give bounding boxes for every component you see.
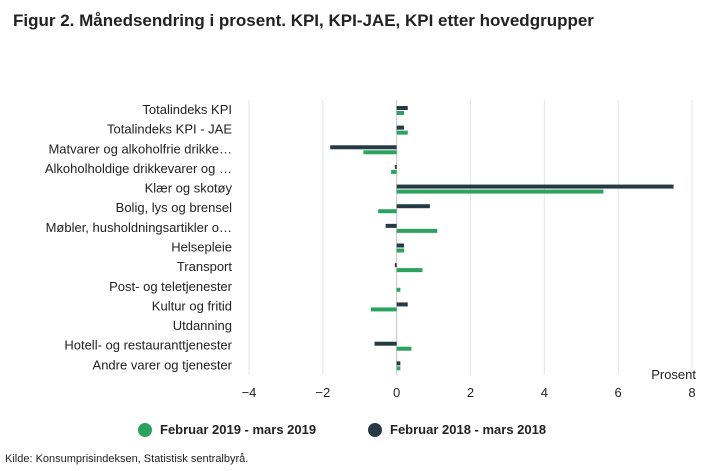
category-label: Helsepleie [171,240,232,255]
legend-swatch-2018 [368,422,382,437]
source-note: Kilde: Konsumprisindeksen, Statistisk se… [5,453,249,465]
bar-2019[interactable] [370,307,397,312]
grid-lines [248,100,693,375]
category-label: Totalindeks KPI - JAE [107,122,232,137]
chart-title: Figur 2. Månedsendring i prosent. KPI, K… [13,11,594,30]
category-label: Klær og skotøy [145,181,233,196]
legend-label-2019: Februar 2019 - mars 2019 [160,422,317,437]
bar-2018[interactable] [396,361,401,366]
bar-2019[interactable] [396,287,401,292]
bar-2019[interactable] [396,111,405,115]
bar-2018[interactable] [385,223,397,228]
bar-chart: Totalindeks KPI Totalindeks KPI - JAE Matv… [45,100,696,400]
bar-2019[interactable] [378,209,397,214]
bar-2018[interactable] [396,243,405,248]
bar-2019[interactable] [396,346,412,351]
bar-2018[interactable] [396,302,408,307]
bar-2019[interactable] [396,228,438,233]
legend-item-2019[interactable]: Februar 2019 - mars 2019 [138,422,316,437]
legend: Februar 2019 - mars 2019 Februar 2018 - … [0,422,706,444]
x-tick-label: 8 [688,385,695,400]
bar-2019[interactable] [396,366,401,371]
bar-2019[interactable] [396,248,405,253]
bar-2018[interactable] [396,204,430,209]
x-tick-label: 6 [615,385,622,400]
bar-2019[interactable] [396,189,604,194]
x-tick-label: −4 [242,385,257,400]
bar-2018[interactable] [330,145,397,150]
x-tick-label: 0 [393,385,400,400]
category-label: Andre varer og tjenester [93,357,233,372]
legend-label-2018: Februar 2018 - mars 2018 [390,422,547,437]
bar-2019[interactable] [363,150,397,155]
bar-2018[interactable] [394,263,397,268]
x-axis-label: Prosent [651,367,696,382]
bar-series [330,106,674,371]
category-label: Alkoholholdige drikkevarer og … [45,161,232,176]
bar-2018[interactable] [396,106,408,110]
category-label: Post- og teletjenester [109,279,233,294]
category-label: Transport [177,259,233,274]
category-label: Utdanning [173,318,232,333]
x-tick-label: 4 [541,385,548,400]
legend-item-2018[interactable]: Februar 2018 - mars 2018 [368,422,546,437]
bar-2018[interactable] [394,164,397,169]
bar-2018[interactable] [396,125,405,130]
category-labels: Totalindeks KPI Totalindeks KPI - JAE Matv… [45,102,233,372]
bar-2019[interactable] [391,169,397,174]
category-label: Totalindeks KPI [142,102,232,117]
category-label: Kultur og fritid [152,298,232,313]
category-label: Bolig, lys og brensel [116,200,232,215]
bar-2018[interactable] [374,341,397,346]
x-axis-tick-labels: −4 −2 0 2 4 6 8 [242,385,696,400]
category-label: Møbler, husholdningsartikler o… [46,220,232,235]
x-tick-label: 2 [467,385,474,400]
bar-2018[interactable] [396,184,674,189]
legend-swatch-2019 [138,422,152,437]
category-label: Matvarer og alkoholfrie drikke… [48,141,232,156]
bar-2019[interactable] [396,130,408,135]
category-label: Hotell- og restauranttjenester [64,338,232,353]
bar-2019[interactable] [396,268,423,273]
x-tick-label: −2 [315,385,330,400]
